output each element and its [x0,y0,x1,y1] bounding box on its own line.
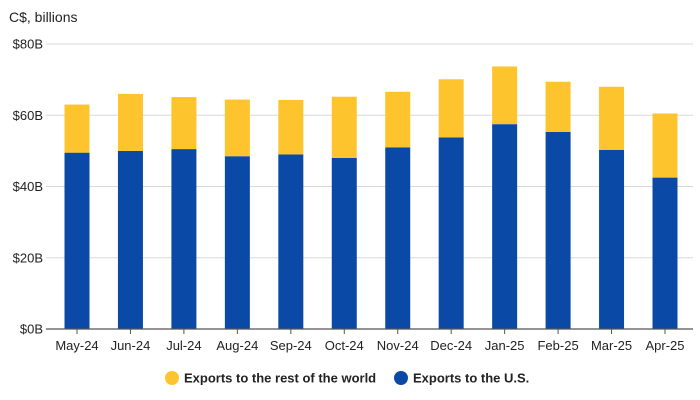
bar-rest-of-world-exports-may-24 [64,104,90,153]
bar-rest-of-world-exports-nov-24 [385,91,411,148]
bar-rest-of-world-exports-oct-24 [331,96,357,158]
legend-marker-us-exports [394,371,408,385]
x-tick-label: Nov-24 [377,338,419,353]
bar-rest-of-world-exports-jan-25 [492,66,518,125]
bar-rest-of-world-exports-dec-24 [438,79,464,138]
bar-rest-of-world-exports-sep-24 [278,99,304,155]
bar-us-exports-may-24 [64,152,90,329]
legend: Exports to the rest of the world Exports … [165,371,529,386]
bar-us-exports-sep-24 [278,154,304,329]
bar-us-exports-mar-25 [599,149,625,329]
bars [64,66,678,330]
axes: C$, billions $0B $20B $40B $60B $80B May-24 Jun… [9,9,693,353]
legend-label-rest-of-world-exports: Exports to the rest of the world [184,371,376,386]
x-tick-label: Feb-25 [537,338,578,353]
x-tick-label: Aug-24 [216,338,258,353]
y-tick-label: $80B [13,37,43,52]
x-tick-label: May-24 [55,338,98,353]
bar-us-exports-jun-24 [117,150,143,330]
unit-label: C$, billions [9,9,77,25]
bar-us-exports-nov-24 [385,147,411,329]
bar-us-exports-jul-24 [171,149,197,329]
x-tick-label: Jan-25 [485,338,525,353]
legend-marker-rest-of-world-exports [165,371,179,385]
bar-rest-of-world-exports-jun-24 [117,93,143,151]
x-tick-label: Jul-24 [166,338,201,353]
legend-label-us-exports: Exports to the U.S. [413,371,529,386]
bar-rest-of-world-exports-feb-25 [545,81,571,132]
bar-us-exports-dec-24 [438,137,464,329]
bar-us-exports-oct-24 [331,158,357,329]
bar-us-exports-apr-25 [652,177,678,329]
y-tick-label: $0B [20,322,43,337]
bar-us-exports-feb-25 [545,131,571,329]
x-tick-label: Dec-24 [430,338,472,353]
bar-rest-of-world-exports-aug-24 [224,99,250,157]
x-tick-label: Oct-24 [325,338,364,353]
y-tick-label: $20B [13,250,43,265]
bar-us-exports-jan-25 [492,124,518,329]
bar-rest-of-world-exports-mar-25 [599,86,625,150]
bar-rest-of-world-exports-apr-25 [652,113,678,178]
bar-rest-of-world-exports-jul-24 [171,97,197,150]
x-tick-label: Jun-24 [111,338,151,353]
y-tick-label: $40B [13,179,43,194]
x-tick-label: Sep-24 [270,338,312,353]
x-tick-label: Apr-25 [645,338,684,353]
x-tick-label: Mar-25 [591,338,632,353]
gridlines [46,43,693,259]
y-tick-label: $60B [13,108,43,123]
bar-us-exports-aug-24 [224,156,250,329]
